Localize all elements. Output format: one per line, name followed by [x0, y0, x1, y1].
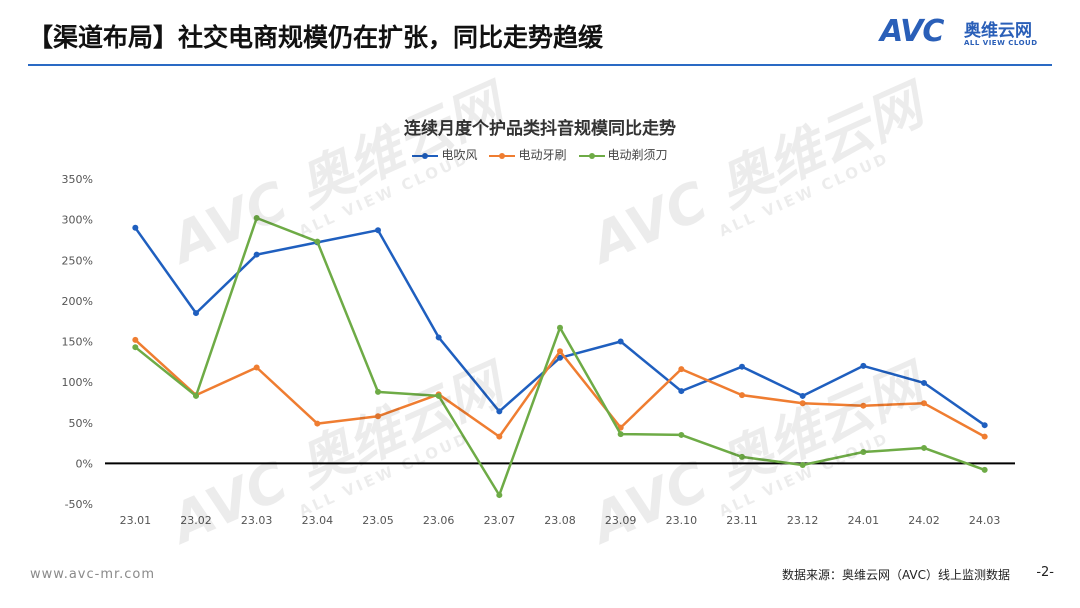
- x-tick-label: 23.07: [484, 514, 516, 527]
- data-point: [132, 336, 139, 343]
- data-point: [739, 453, 745, 460]
- data-point: [921, 379, 927, 386]
- data-point: [193, 392, 199, 399]
- footer-url[interactable]: www.avc-mr.com: [30, 567, 156, 582]
- data-point: [496, 492, 503, 499]
- page-title: 【渠道布局】社交电商规模仍在扩张，同比走势趋缓: [28, 23, 604, 52]
- legend-item: 电动剃须刀: [578, 146, 668, 163]
- data-point: [860, 362, 867, 369]
- x-tick-label: 23.09: [605, 514, 637, 527]
- data-point: [739, 392, 745, 399]
- data-point: [435, 392, 442, 399]
- data-point: [678, 388, 685, 395]
- y-tick-label: 350%: [62, 173, 93, 186]
- data-point: [860, 449, 867, 455]
- legend-label: 电动牙刷: [518, 148, 567, 162]
- x-tick-label: 24.03: [969, 514, 1001, 527]
- data-point: [375, 388, 381, 395]
- data-point: [314, 238, 321, 245]
- data-point: [132, 344, 139, 351]
- data-point: [314, 420, 321, 427]
- y-tick-label: 0%: [76, 457, 93, 470]
- data-point: [253, 251, 260, 258]
- data-point: [617, 338, 624, 345]
- x-tick-label: 24.02: [908, 514, 940, 527]
- y-tick-label: 250%: [62, 254, 93, 267]
- data-point: [132, 224, 139, 231]
- data-point: [799, 462, 806, 468]
- data-point: [496, 433, 503, 440]
- y-tick-label: 50%: [69, 417, 93, 430]
- data-point: [557, 354, 563, 361]
- data-point: [921, 400, 927, 407]
- x-tick-label: 24.01: [848, 514, 880, 527]
- legend-label: 电吹风: [441, 148, 478, 162]
- data-point: [375, 227, 381, 234]
- chart-area: -50% 0% 50% 100% 150% 200% 250% 300% 350% 23.01 23…: [0, 80, 1080, 550]
- y-tick-label: 300%: [62, 214, 93, 227]
- logo-cn: 奥维云网: [964, 21, 1032, 41]
- x-tick-label: 23.02: [180, 514, 212, 527]
- chart-legend: 电吹风 电动牙刷 电动剃须刀: [0, 146, 1080, 163]
- header-rule: [28, 64, 1052, 66]
- legend-label: 电动剃须刀: [607, 148, 668, 162]
- y-tick-label: 100%: [62, 376, 93, 389]
- footer-source: 数据来源：奥维云网（AVC）线上监测数据: [781, 568, 1010, 582]
- legend-item: 电吹风: [412, 146, 477, 163]
- data-point: [981, 466, 988, 473]
- data-point: [739, 363, 745, 370]
- legend-swatch: [578, 151, 605, 161]
- data-point: [617, 431, 624, 438]
- data-point: [799, 392, 806, 399]
- data-point: [981, 433, 988, 440]
- line-chart: -50% 0% 50% 100% 150% 200% 250% 300% 350% 23.01 23…: [62, 173, 1015, 527]
- x-tick-label: 23.06: [423, 514, 455, 527]
- header: 【渠道布局】社交电商规模仍在扩张，同比走势趋缓 AVC 奥维云网 ALL VIE…: [0, 0, 1080, 66]
- x-tick-label: 23.05: [362, 514, 394, 527]
- logo-mark: AVC: [880, 14, 944, 49]
- data-point: [678, 366, 685, 373]
- data-point: [253, 215, 260, 221]
- legend-swatch: [412, 151, 439, 161]
- x-tick-label: 23.10: [666, 514, 698, 527]
- data-point: [193, 310, 199, 317]
- data-point: [799, 400, 806, 407]
- x-tick-label: 23.04: [302, 514, 334, 527]
- data-point: [921, 444, 927, 451]
- x-tick-label: 23.12: [787, 514, 819, 527]
- data-point: [435, 334, 442, 341]
- data-point: [981, 422, 988, 429]
- data-point: [253, 364, 260, 371]
- legend-item: 电动牙刷: [489, 146, 567, 163]
- x-tick-label: 23.03: [241, 514, 273, 527]
- avc-logo: AVC 奥维云网 ALL VIEW CLOUD: [880, 14, 1050, 54]
- y-tick-label: 150%: [62, 336, 93, 349]
- x-tick-label: 23.08: [544, 514, 576, 527]
- chart-title: 连续月度个护品类抖音规模同比走势: [404, 119, 676, 139]
- x-tick-label: 23.01: [120, 514, 152, 527]
- legend-swatch: [489, 151, 516, 161]
- data-point: [678, 431, 685, 438]
- data-point: [860, 402, 867, 409]
- y-tick-label: 200%: [62, 295, 93, 308]
- data-point: [557, 324, 563, 331]
- y-tick-label: -50%: [65, 498, 93, 511]
- data-point: [375, 413, 381, 420]
- data-point: [557, 348, 563, 355]
- page-number: -2-: [1036, 565, 1054, 580]
- logo-en: ALL VIEW CLOUD: [964, 39, 1038, 47]
- x-tick-label: 23.11: [726, 514, 758, 527]
- data-point: [496, 408, 503, 415]
- series-line: [134, 338, 986, 438]
